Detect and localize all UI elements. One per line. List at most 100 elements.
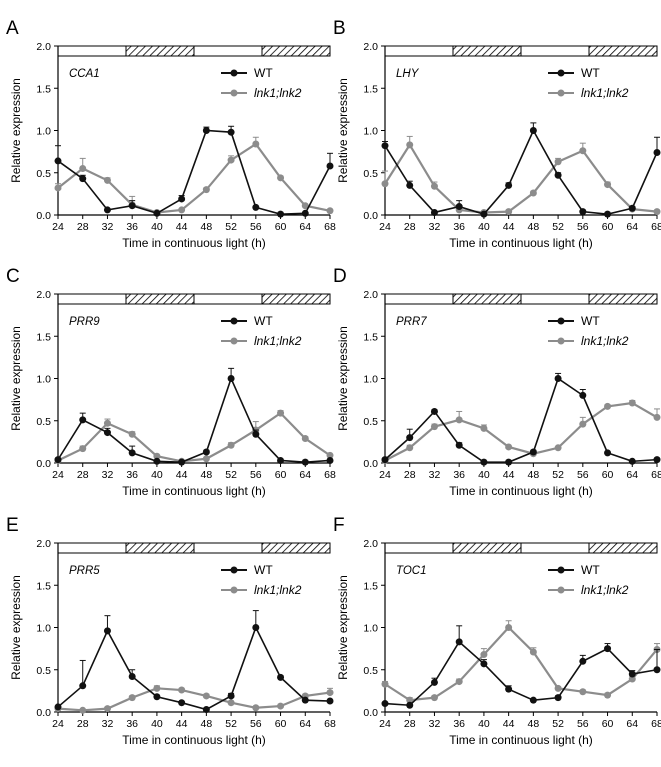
data-point <box>227 128 235 136</box>
data-point <box>604 449 612 457</box>
data-point <box>128 694 136 702</box>
data-point <box>79 416 87 424</box>
chart-panel-a: A 0.0 0.5 1.0 1.5 2.0 24 28 32 36 40 44 48 52 56 60 64 68… <box>6 18 336 250</box>
legend-label: lnk1;lnk2 <box>581 583 629 597</box>
x-tick-label: 24 <box>52 718 64 730</box>
legend-label: lnk1;lnk2 <box>254 86 302 100</box>
data-point <box>277 673 285 681</box>
data-point <box>79 706 87 714</box>
legend-marker <box>557 89 565 97</box>
series-line <box>57 687 331 712</box>
data-point <box>406 444 414 452</box>
dark-period-bar <box>125 542 195 554</box>
data-point <box>406 141 414 149</box>
legend-marker <box>557 337 565 345</box>
legend-marker <box>557 317 565 325</box>
data-point <box>301 209 309 217</box>
chart-panel-c: C 0.0 0.5 1.0 1.5 2.0 24 28 32 36 40 44 48 52 56 60 64 68… <box>6 266 336 498</box>
data-point <box>554 375 562 382</box>
data-point <box>227 156 235 164</box>
x-tick-label: 28 <box>404 221 416 233</box>
data-point <box>252 624 260 631</box>
light-period-bar <box>384 45 454 57</box>
legend-label: WT <box>581 314 600 328</box>
data-point <box>227 375 235 382</box>
x-tick-label: 52 <box>552 469 564 481</box>
x-axis-label: Time in continuous light (h) <box>122 733 266 747</box>
x-tick-label: 64 <box>626 469 638 481</box>
data-point <box>326 456 334 464</box>
data-point <box>202 692 210 700</box>
data-point <box>103 705 111 713</box>
y-tick-label: 0.0 <box>363 707 378 719</box>
panel-letter: B <box>333 18 346 39</box>
data-point <box>554 158 562 166</box>
legend-marker <box>230 337 238 345</box>
data-point <box>529 127 537 134</box>
x-tick-label: 52 <box>225 718 237 730</box>
y-tick-label: 0.0 <box>363 458 378 470</box>
data-point <box>554 171 562 179</box>
x-axis-label: Time in continuous light (h) <box>449 236 593 250</box>
x-tick-label: 44 <box>503 718 515 730</box>
x-tick-label: 36 <box>126 718 138 730</box>
data-point <box>554 444 562 452</box>
legend-label: WT <box>581 563 600 577</box>
x-tick-label: 32 <box>429 718 441 730</box>
data-point <box>430 182 438 190</box>
data-point <box>202 448 210 456</box>
y-tick-label: 1.5 <box>363 83 378 95</box>
data-point <box>579 147 587 155</box>
x-tick-label: 68 <box>651 469 661 481</box>
data-point <box>480 210 488 218</box>
dark-period-bar <box>452 45 522 57</box>
data-point <box>178 686 186 694</box>
x-tick-label: 64 <box>299 469 311 481</box>
data-point <box>628 204 636 212</box>
series-line <box>384 401 658 462</box>
series-line <box>384 640 658 707</box>
x-tick-label: 64 <box>299 718 311 730</box>
x-tick-label: 28 <box>77 718 89 730</box>
x-tick-label: 44 <box>176 469 188 481</box>
data-point <box>103 429 111 437</box>
x-axis-label: Time in continuous light (h) <box>122 236 266 250</box>
chart-panel-d: D 0.0 0.5 1.0 1.5 2.0 24 28 32 36 40 44 48 52 56 60 64 68… <box>333 266 661 498</box>
y-tick-label: 0.0 <box>36 210 51 222</box>
legend-marker <box>557 586 565 594</box>
series-line <box>384 142 658 214</box>
data-point <box>480 651 488 659</box>
gene-label: PRR7 <box>396 316 427 328</box>
data-point <box>653 666 661 674</box>
series-line <box>384 377 658 463</box>
data-point <box>604 691 612 699</box>
data-point <box>54 184 62 192</box>
data-point <box>252 203 260 211</box>
x-tick-label: 32 <box>102 221 114 233</box>
y-axis-label: Relative expression <box>9 575 23 680</box>
legend-marker <box>230 317 238 325</box>
x-axis-label: Time in continuous light (h) <box>122 484 266 498</box>
data-point <box>529 189 537 197</box>
data-point <box>128 673 136 681</box>
series-line <box>57 129 331 215</box>
data-point <box>529 648 537 656</box>
data-point <box>103 627 111 635</box>
data-point <box>252 140 260 148</box>
x-axis-label: Time in continuous light (h) <box>449 733 593 747</box>
y-tick-label: 2.0 <box>363 289 378 301</box>
x-tick-label: 68 <box>324 469 336 481</box>
data-point <box>103 206 111 214</box>
data-point <box>579 657 587 665</box>
data-point <box>277 456 285 464</box>
y-tick-label: 2.0 <box>36 538 51 550</box>
y-tick-label: 0.5 <box>363 168 378 180</box>
series-line <box>57 376 331 463</box>
x-tick-label: 40 <box>151 221 163 233</box>
y-tick-label: 1.5 <box>36 83 51 95</box>
data-point <box>653 148 661 156</box>
data-point <box>381 700 389 708</box>
gene-label: LHY <box>396 68 420 80</box>
data-point <box>301 202 309 210</box>
